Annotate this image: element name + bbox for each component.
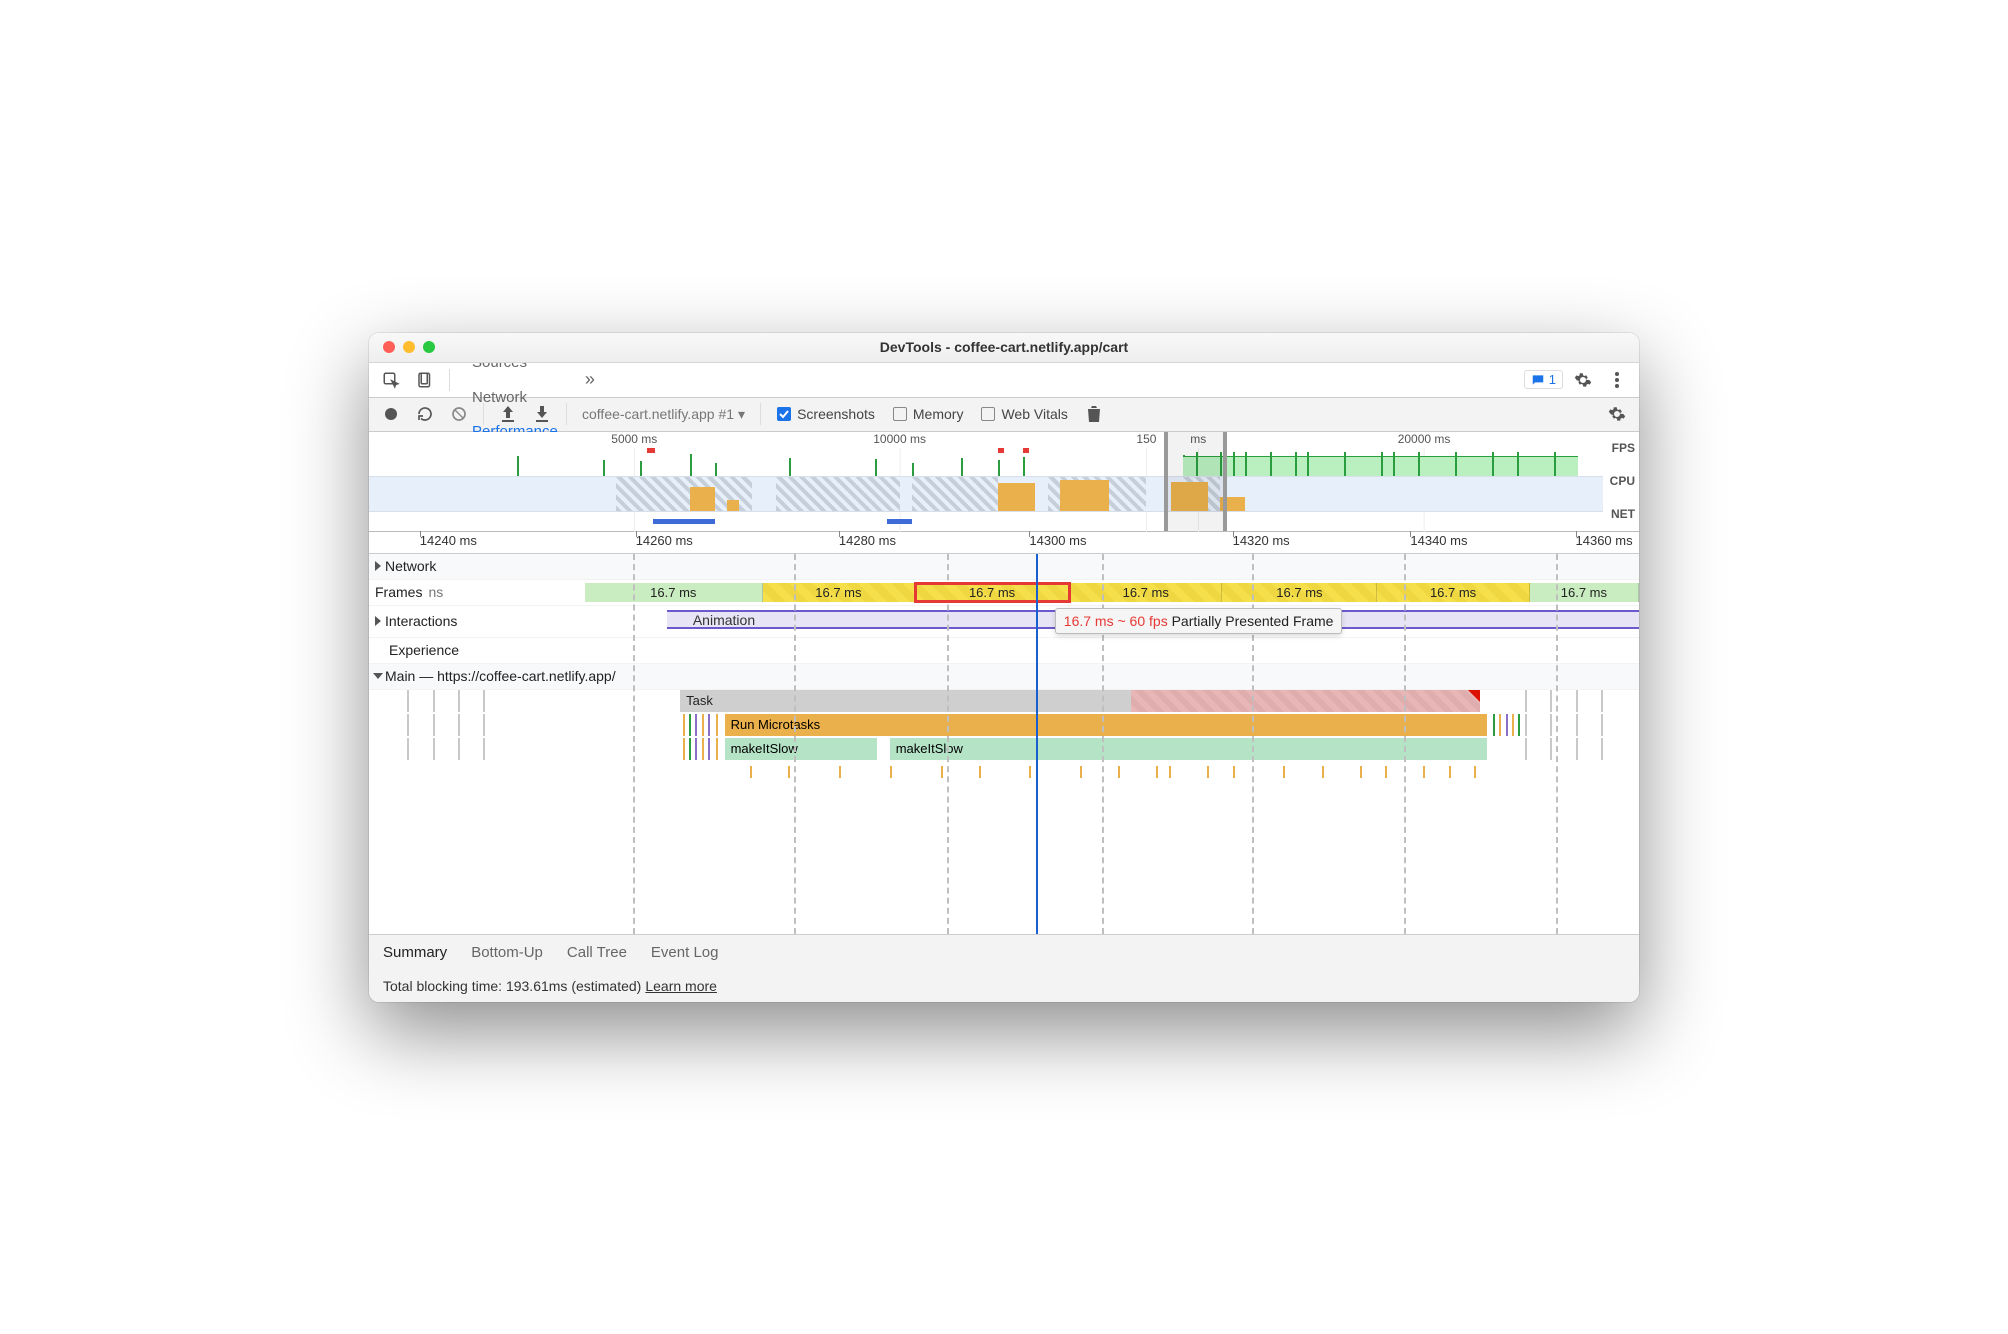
reload-icon[interactable]: [411, 400, 439, 428]
devtools-tabs: ElementsConsoleSourcesNetworkPerformance…: [369, 363, 1639, 398]
overview-fps: [369, 448, 1603, 476]
frame-block[interactable]: 16.7 ms: [915, 583, 1070, 602]
frame-tooltip: 16.7 ms ~ 60 fps Partially Presented Fra…: [1055, 608, 1343, 634]
close-dot[interactable]: [383, 341, 395, 353]
overview-timeline[interactable]: 5000 ms10000 ms150ms20000 ms FPS CPU NET: [369, 432, 1639, 532]
frames-peek: ns: [428, 584, 443, 600]
issues-count: 1: [1549, 372, 1556, 387]
capture-settings-icon[interactable]: [1603, 400, 1631, 428]
bottom-tab-call-tree[interactable]: Call Tree: [567, 944, 627, 961]
window-title: DevTools - coffee-cart.netlify.app/cart: [369, 339, 1639, 355]
bottom-tab-event-log[interactable]: Event Log: [651, 944, 719, 961]
cpu-label: CPU: [1610, 474, 1635, 488]
frame-block[interactable]: 16.7 ms: [1377, 583, 1529, 602]
download-icon[interactable]: [528, 400, 556, 428]
more-tabs-icon[interactable]: »: [576, 366, 604, 394]
selection-handle-right[interactable]: [1223, 432, 1227, 531]
frame-block[interactable]: 16.7 ms: [1530, 583, 1639, 602]
overview-selection[interactable]: [1165, 432, 1226, 531]
record-icon[interactable]: [377, 400, 405, 428]
expand-arrow-icon[interactable]: [375, 616, 381, 626]
zoom-dot[interactable]: [423, 341, 435, 353]
message-icon: [1531, 373, 1545, 387]
upload-icon[interactable]: [494, 400, 522, 428]
bottom-tabs: Summary Bottom-Up Call Tree Event Log: [369, 934, 1639, 970]
issues-badge[interactable]: 1: [1524, 370, 1563, 389]
playhead[interactable]: [1036, 554, 1038, 934]
main-flamegraph[interactable]: TaskRun MicrotasksmakeItSlowmakeItSlow: [369, 690, 1639, 934]
expand-arrow-icon[interactable]: [375, 561, 381, 571]
divider: [483, 403, 484, 425]
overview-labels: FPS CPU NET: [1610, 432, 1635, 531]
devtools-window: DevTools - coffee-cart.netlify.app/cart …: [369, 333, 1639, 1002]
bottom-tab-bottom-up[interactable]: Bottom-Up: [471, 944, 543, 961]
animation-label: Animation: [693, 612, 755, 628]
screenshots-checkbox[interactable]: Screenshots: [771, 406, 881, 422]
clear-icon[interactable]: [445, 400, 473, 428]
detail-ruler[interactable]: 14240 ms14260 ms14280 ms14300 ms14320 ms…: [369, 532, 1639, 554]
inspect-icon[interactable]: [377, 366, 405, 394]
window-titlebar[interactable]: DevTools - coffee-cart.netlify.app/cart: [369, 333, 1639, 363]
trash-icon[interactable]: [1080, 400, 1108, 428]
overview-timescale: 5000 ms10000 ms150ms20000 ms: [369, 432, 1603, 448]
learn-more-link[interactable]: Learn more: [645, 978, 717, 994]
kebab-icon[interactable]: [1603, 366, 1631, 394]
collapse-arrow-icon[interactable]: [373, 673, 383, 679]
overview-net: [369, 512, 1603, 526]
track-main-header[interactable]: Main — https://coffee-cart.netlify.app/: [369, 664, 1639, 690]
track-interactions[interactable]: Interactions Animation 16.7 ms ~ 60 fps …: [369, 606, 1639, 638]
memory-checkbox[interactable]: Memory: [887, 406, 970, 422]
settings-icon[interactable]: [1569, 366, 1597, 394]
divider: [760, 403, 761, 425]
minimize-dot[interactable]: [403, 341, 415, 353]
traffic-lights: [369, 341, 435, 353]
fps-label: FPS: [1610, 441, 1635, 455]
bottom-tab-summary[interactable]: Summary: [383, 944, 447, 961]
frame-block[interactable]: 16.7 ms: [763, 583, 915, 602]
blocking-time-text: Total blocking time: 193.61ms (estimated…: [383, 978, 641, 994]
selection-handle-left[interactable]: [1164, 432, 1168, 531]
track-experience[interactable]: Experience: [369, 638, 1639, 664]
track-frames[interactable]: Frames ns 16.7 ms16.7 ms16.7 ms16.7 ms16…: [369, 580, 1639, 606]
webvitals-checkbox[interactable]: Web Vitals: [975, 406, 1073, 422]
net-label: NET: [1610, 507, 1635, 521]
profile-select[interactable]: coffee-cart.netlify.app #1 ▾: [577, 405, 750, 424]
flame-microtasks[interactable]: Run Microtasks: [725, 714, 1487, 736]
frame-block[interactable]: 16.7 ms: [585, 583, 763, 602]
device-toggle-icon[interactable]: [411, 366, 439, 394]
chevron-down-icon: ▾: [738, 406, 745, 423]
overview-cpu: [369, 476, 1603, 512]
tracks-area[interactable]: Network Frames ns 16.7 ms16.7 ms16.7 ms1…: [369, 554, 1639, 934]
divider: [566, 403, 567, 425]
frame-block[interactable]: 16.7 ms: [1070, 583, 1222, 602]
track-network[interactable]: Network: [369, 554, 1639, 580]
flame-makeitslow[interactable]: makeItSlow: [890, 738, 1042, 760]
divider: [449, 369, 450, 391]
frame-block[interactable]: 16.7 ms: [1222, 583, 1377, 602]
flame-makeitslow[interactable]: makeItSlow: [725, 738, 877, 760]
footer-status: Total blocking time: 193.61ms (estimated…: [369, 970, 1639, 1002]
